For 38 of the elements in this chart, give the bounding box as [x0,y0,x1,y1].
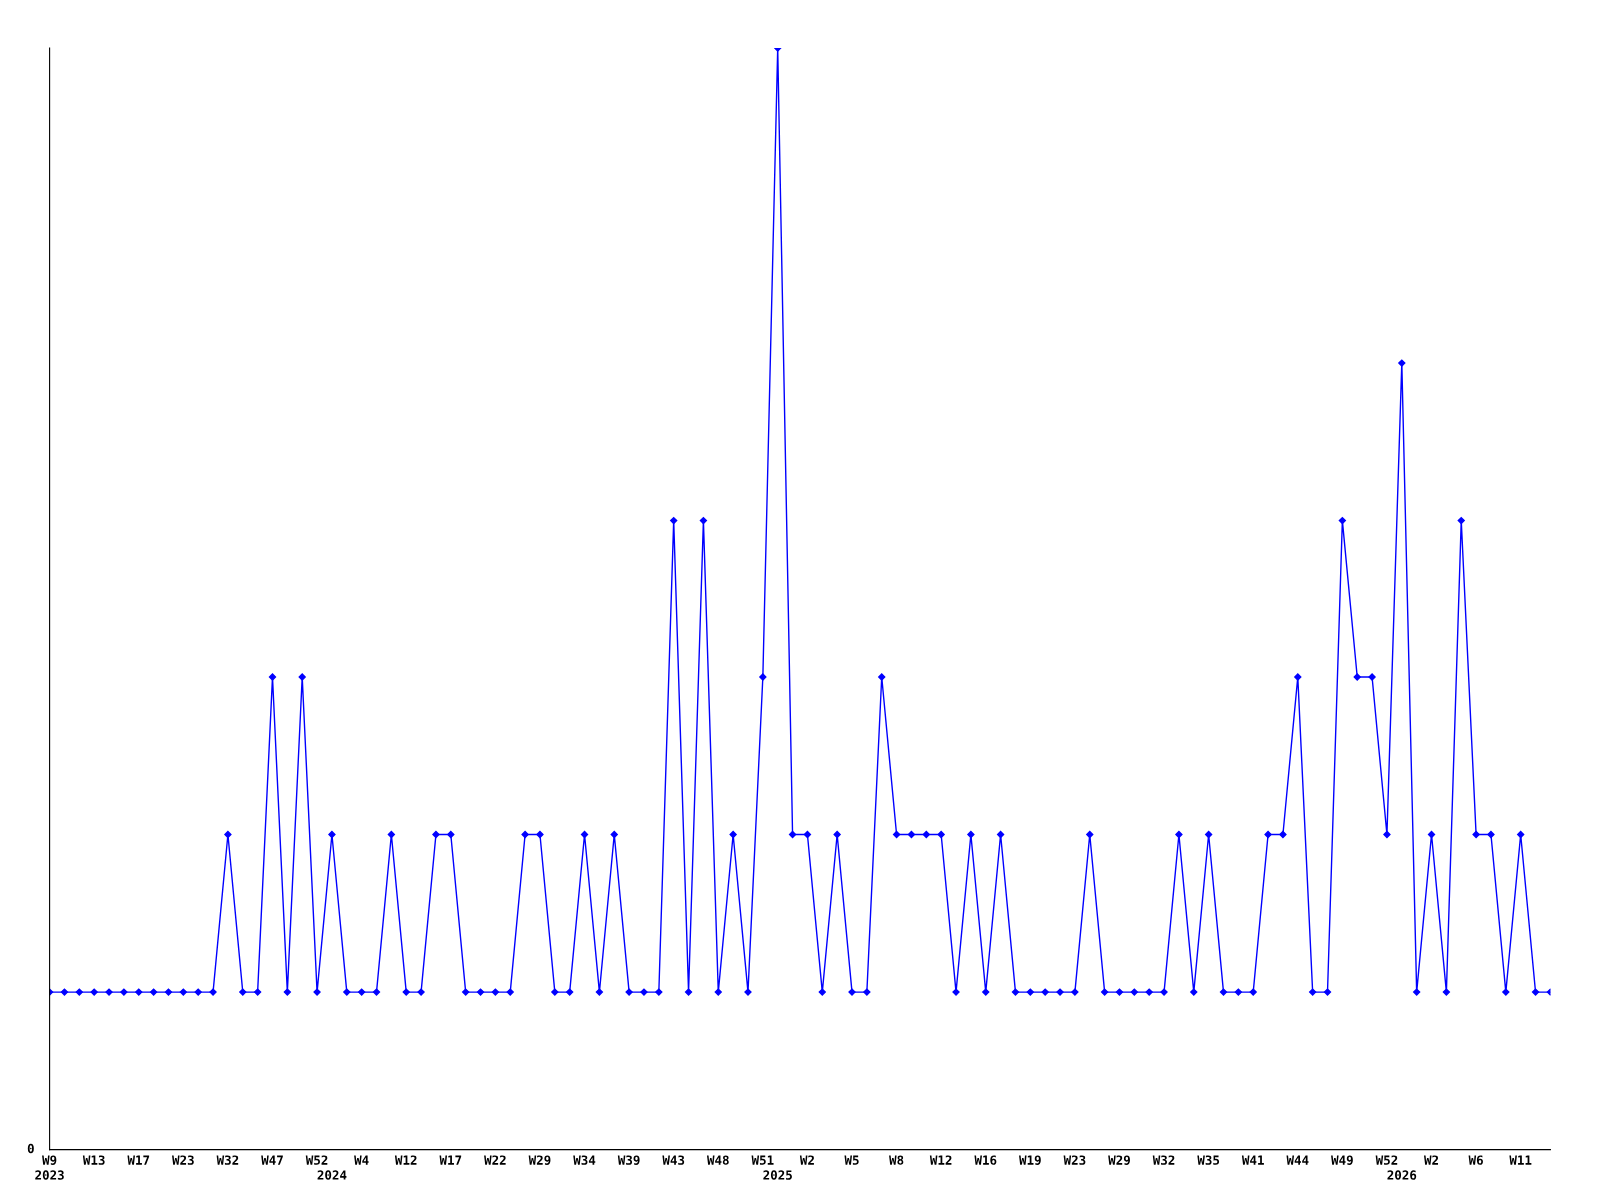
x-tick-label: W22 [484,1155,506,1165]
x-tick-label: W43 [662,1155,685,1165]
x-tick-label: W49 [1331,1155,1353,1165]
x-tick-label: W29 [528,1155,551,1165]
x-tick-label: W9 2023 [35,1155,64,1180]
x-tick-label: W32 [1152,1155,1175,1165]
x-tick-label: 2025 [763,1170,792,1180]
x-tick-label: W13 [82,1155,105,1165]
x-tick-label: W47 [261,1155,283,1165]
x-tick-label: W2 [799,1155,814,1165]
x-tick-label: W11 [1509,1155,1532,1165]
x-tick-label: W32 [216,1155,239,1165]
x-tick-label: W8 [889,1155,904,1165]
x-tick-label: W44 [1286,1155,1309,1165]
x-tick-label: W39 [617,1155,640,1165]
x-tick-label: W17 [127,1155,150,1165]
x-tick-label: W51 [751,1155,774,1165]
x-tick-label: W23 [172,1155,194,1165]
x-tick-label: W17 [439,1155,462,1165]
x-tick-label: W34 [573,1155,596,1165]
x-tick-label: W16 [974,1155,997,1165]
x-tick-label: W48 [706,1155,729,1165]
x-tick-label: W19 [1019,1155,1041,1165]
x-tick-label: W52 [305,1155,328,1165]
x-tick-label: W41 [1241,1155,1264,1165]
x-tick-label: W2 [1424,1155,1439,1165]
x-tick-label: W29 [1108,1155,1130,1165]
text: 0 [27,1143,34,1154]
x-tick-label: W4 [354,1155,369,1165]
x-tick-label: W35 [1197,1155,1220,1165]
x-tick-label: W12 [394,1155,417,1165]
x-tick-label: W5 [844,1155,859,1165]
x-tick-label: 2024 [317,1170,347,1180]
x-tick-label: W52 [1375,1155,1398,1165]
x-tick-label: 2026 [1387,1170,1417,1180]
x-tick-label: W12 [929,1155,952,1165]
x-tick-label: W23 [1063,1155,1086,1165]
x-tick-label: W6 [1468,1155,1483,1165]
